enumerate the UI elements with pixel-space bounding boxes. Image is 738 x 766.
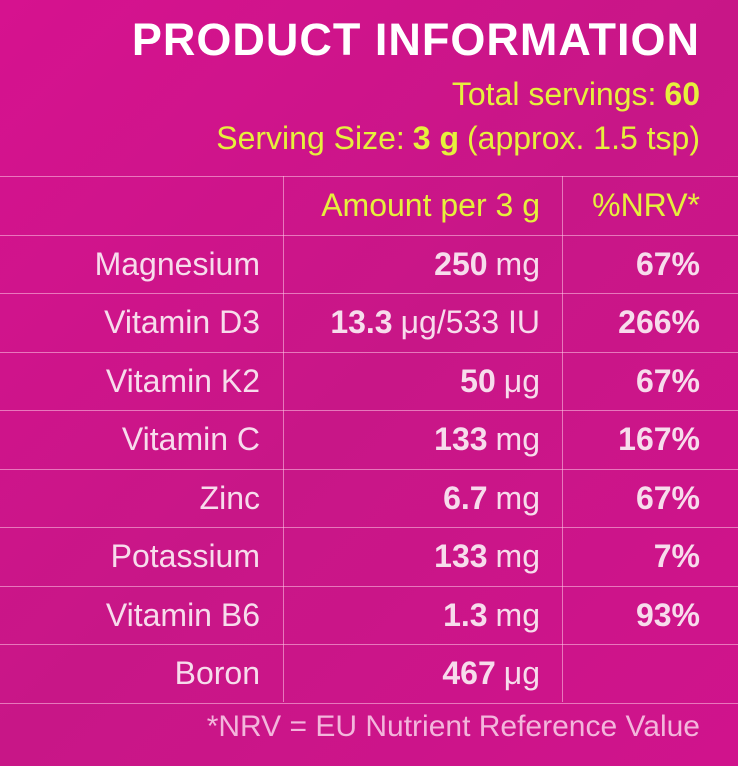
amount: 13.3 μg/533 IU (330, 293, 540, 351)
amount: 50 μg (460, 352, 540, 410)
amount: 133 mg (434, 527, 540, 585)
row-divider (0, 234, 738, 236)
amount-value: 250 (434, 245, 488, 282)
amount-value: 467 (442, 655, 496, 691)
nrv: 67% (635, 362, 700, 399)
amount: 1.3 mg (443, 586, 540, 644)
total-servings: Total servings: 60 (452, 76, 700, 113)
label: Serving Size: (216, 120, 405, 156)
nrv: 7% (653, 538, 700, 574)
row-divider (0, 527, 738, 528)
amount-value: 13.3 (330, 304, 393, 340)
nutrient-name: Vitamin K2 (105, 362, 260, 399)
amount: 250 mg (434, 235, 540, 293)
amount-value: 50 (460, 362, 496, 399)
nutrient-name: Magnesium (94, 245, 260, 282)
amount: 6.7 mg (443, 469, 540, 527)
amount-unit: μg/533 IU (400, 304, 540, 340)
nutrient-name: Vitamin D3 (104, 304, 260, 340)
amount-value: 133 (434, 421, 488, 457)
row-divider (0, 644, 738, 645)
nutrient-name: Boron (174, 655, 260, 691)
column-header: Amount per 3 g (321, 187, 540, 223)
amount: 133 mg (434, 410, 540, 468)
amount-unit: μg (503, 655, 540, 691)
amount-value: 1.3 (443, 596, 488, 633)
nrv: 67% (635, 479, 700, 516)
row-divider (0, 293, 738, 294)
column-divider (283, 176, 284, 702)
nrv: 67% (635, 245, 700, 282)
nrv: 266% (618, 304, 700, 340)
amount-unit: μg (503, 362, 540, 399)
label: Total servings: (451, 76, 657, 112)
row-divider (0, 176, 738, 177)
row-divider (0, 410, 738, 411)
value: 60 (664, 76, 700, 112)
nrv: 167% (618, 421, 700, 457)
serving-size: Serving Size: 3 g (approx. 1.5 tsp) (216, 120, 700, 157)
amount: 467 μg (442, 644, 540, 702)
amount-value: 6.7 (443, 479, 488, 516)
amount-unit: mg (495, 596, 540, 633)
column-divider (562, 176, 563, 702)
row-divider (0, 351, 738, 353)
row-divider (0, 468, 738, 470)
amount-unit: mg (495, 538, 540, 574)
nutrient-name: Zinc (199, 479, 260, 516)
note: (approx. 1.5 tsp) (467, 120, 700, 156)
row-divider (0, 585, 738, 587)
amount-unit: mg (495, 479, 540, 516)
row-divider (0, 702, 738, 704)
column-header: %NRV* (592, 187, 700, 223)
value: 3 g (412, 120, 459, 156)
nutrient-name: Potassium (110, 538, 260, 574)
nutrient-name: Vitamin B6 (105, 596, 260, 633)
nutrient-name: Vitamin C (121, 421, 260, 457)
title: PRODUCT INFORMATION (131, 14, 700, 65)
nrv: 93% (635, 596, 700, 633)
amount-unit: mg (495, 245, 540, 282)
amount-unit: mg (495, 421, 540, 457)
footnote: *NRV = EU Nutrient Reference Value (206, 710, 700, 743)
amount-value: 133 (434, 538, 488, 574)
